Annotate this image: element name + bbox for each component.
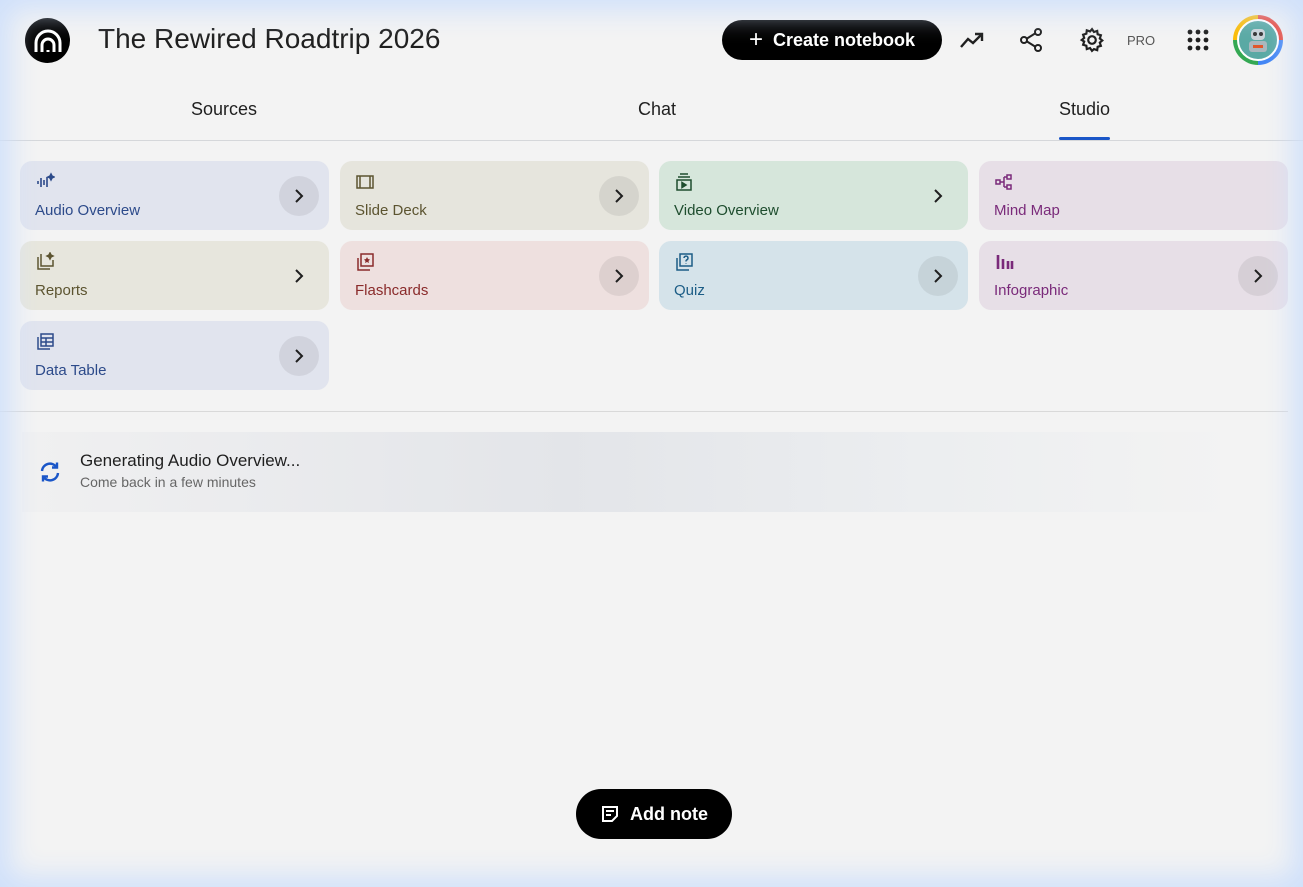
- studio-card-label: Flashcards: [355, 282, 429, 299]
- studio-card-infographic[interactable]: Infographic: [979, 241, 1288, 310]
- divider: [0, 411, 1288, 412]
- data-table-icon: [37, 333, 54, 350]
- studio-card-label: Quiz: [674, 282, 705, 299]
- gear-icon: [1079, 27, 1104, 53]
- note-icon: [602, 806, 618, 822]
- studio-card-audio-overview[interactable]: Audio Overview: [20, 161, 329, 230]
- chevron-right-icon: [1254, 269, 1263, 283]
- plus-icon: +: [748, 26, 763, 53]
- chevron-right-icon: [615, 269, 624, 283]
- quiz-open-button[interactable]: [918, 256, 958, 296]
- studio-card-label: Data Table: [35, 362, 107, 379]
- video-icon: [676, 173, 692, 191]
- infographic-icon: [996, 255, 1014, 269]
- tab-chat[interactable]: Chat: [638, 99, 677, 119]
- generating-audio-overview-item: Generating Audio Overview... Come back i…: [22, 432, 1232, 512]
- infographic-open-button[interactable]: [1238, 256, 1278, 296]
- create-notebook-button[interactable]: + Create notebook: [722, 20, 942, 60]
- chevron-right-icon: [934, 189, 943, 203]
- tab-studio[interactable]: Studio: [1059, 99, 1111, 140]
- reports-icon: [37, 252, 55, 270]
- slides-icon: [356, 175, 374, 189]
- flashcards-open-button[interactable]: [599, 256, 639, 296]
- generating-subtitle: Come back in a few minutes: [80, 474, 256, 490]
- account-avatar[interactable]: [1233, 15, 1283, 65]
- slide-deck-open-button[interactable]: [599, 176, 639, 216]
- studio-card-video-overview[interactable]: Video Overview: [659, 161, 968, 230]
- studio-card-slide-deck[interactable]: Slide Deck: [340, 161, 649, 230]
- analytics-button[interactable]: [956, 24, 988, 56]
- audio-overview-open-button[interactable]: [279, 176, 319, 216]
- share-icon: [1020, 28, 1042, 52]
- apps-grid-icon: [1187, 29, 1209, 51]
- sync-icon: [40, 462, 60, 482]
- settings-button[interactable]: [1076, 24, 1108, 56]
- studio-card-mind-map[interactable]: Mind Map: [979, 161, 1288, 230]
- share-button[interactable]: [1015, 24, 1047, 56]
- data-table-open-button[interactable]: [279, 336, 319, 376]
- mind-map-icon: [995, 174, 1012, 190]
- notebook-title[interactable]: The Rewired Roadtrip 2026: [98, 23, 441, 54]
- studio-card-label: Video Overview: [674, 202, 779, 219]
- studio-card-flashcards[interactable]: Flashcards: [340, 241, 649, 310]
- quiz-icon: [676, 253, 693, 271]
- chevron-right-icon: [295, 189, 304, 203]
- studio-card-label: Audio Overview: [35, 202, 141, 219]
- pro-badge: PRO: [1127, 33, 1156, 48]
- generating-title: Generating Audio Overview...: [80, 451, 301, 470]
- flashcards-icon: [357, 253, 374, 271]
- notebooklm-logo[interactable]: [25, 18, 70, 63]
- main-tabs: Sources Chat Studio: [0, 88, 1303, 141]
- studio-card-label: Slide Deck: [355, 202, 427, 219]
- reports-open-button[interactable]: [279, 256, 319, 296]
- audio-waveform-sparkle-icon: [37, 172, 55, 187]
- studio-card-reports[interactable]: Reports: [20, 241, 329, 310]
- studio-card-label: Mind Map: [994, 202, 1060, 219]
- chevron-right-icon: [934, 269, 943, 283]
- trending-up-icon: [960, 32, 984, 48]
- chevron-right-icon: [295, 349, 304, 363]
- chevron-right-icon: [295, 269, 304, 283]
- studio-card-label: Infographic: [994, 282, 1069, 299]
- tab-sources[interactable]: Sources: [191, 99, 258, 119]
- studio-card-quiz[interactable]: Quiz: [659, 241, 968, 310]
- chevron-right-icon: [615, 189, 624, 203]
- robot-avatar-icon: [1249, 29, 1267, 52]
- studio-card-data-table[interactable]: Data Table: [20, 321, 329, 390]
- apps-button[interactable]: [1182, 24, 1214, 56]
- add-note-button[interactable]: Add note: [576, 789, 732, 839]
- studio-card-label: Reports: [35, 282, 88, 299]
- video-overview-open-button[interactable]: [918, 176, 958, 216]
